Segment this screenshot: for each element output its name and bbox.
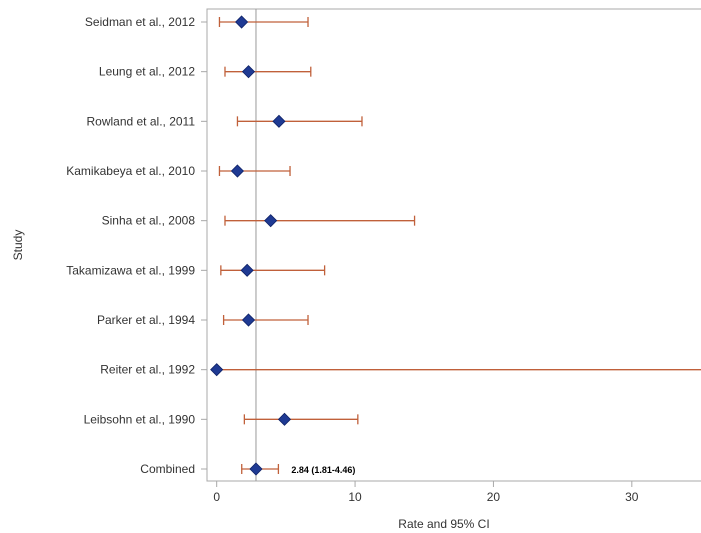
study-label: Takamizawa et al., 1999 [66,263,195,277]
point-estimate-marker [210,363,224,377]
x-tick-layer: 0 10 20 30 [213,481,639,504]
point-estimate-marker [240,263,254,277]
study-label: Seidman et al., 2012 [85,15,195,29]
x-tick-label: 20 [487,490,501,504]
point-estimate-marker [277,412,292,426]
combined-annotation: 2.84 (1.81-4.46) [291,465,355,475]
study-label: Rowland et al., 2011 [86,114,195,128]
x-tick-label: 0 [213,490,220,504]
study-label: Leung et al., 2012 [99,65,195,79]
study-label: Parker et al., 1994 [97,313,195,327]
x-tick-label: 10 [348,490,362,504]
ci-layer [216,17,701,474]
study-label-layer: Seidman et al., 2012 Leung et al., 2012 Ro… [66,15,207,476]
study-label: Kamikabeya et al., 2010 [66,164,195,178]
y-axis-title: Study [11,230,25,261]
marker-layer [210,15,292,476]
study-label: Reiter et al., 1992 [100,363,195,377]
point-estimate-marker [230,164,245,178]
point-estimate-marker [249,462,263,476]
study-label: Sinha et al., 2008 [102,214,196,228]
plot-frame [206,8,701,482]
plot-area-border [206,8,701,482]
x-tick-label: 30 [625,490,639,504]
point-estimate-marker [272,114,286,128]
x-axis-title: Rate and 95% CI [398,517,489,531]
point-estimate-marker [235,15,249,29]
point-estimate-marker [241,313,256,327]
point-estimate-marker [241,65,256,79]
point-estimate-marker [264,214,278,228]
study-label: Leibsohn et al., 1990 [84,412,196,426]
study-label: Combined [140,462,195,476]
